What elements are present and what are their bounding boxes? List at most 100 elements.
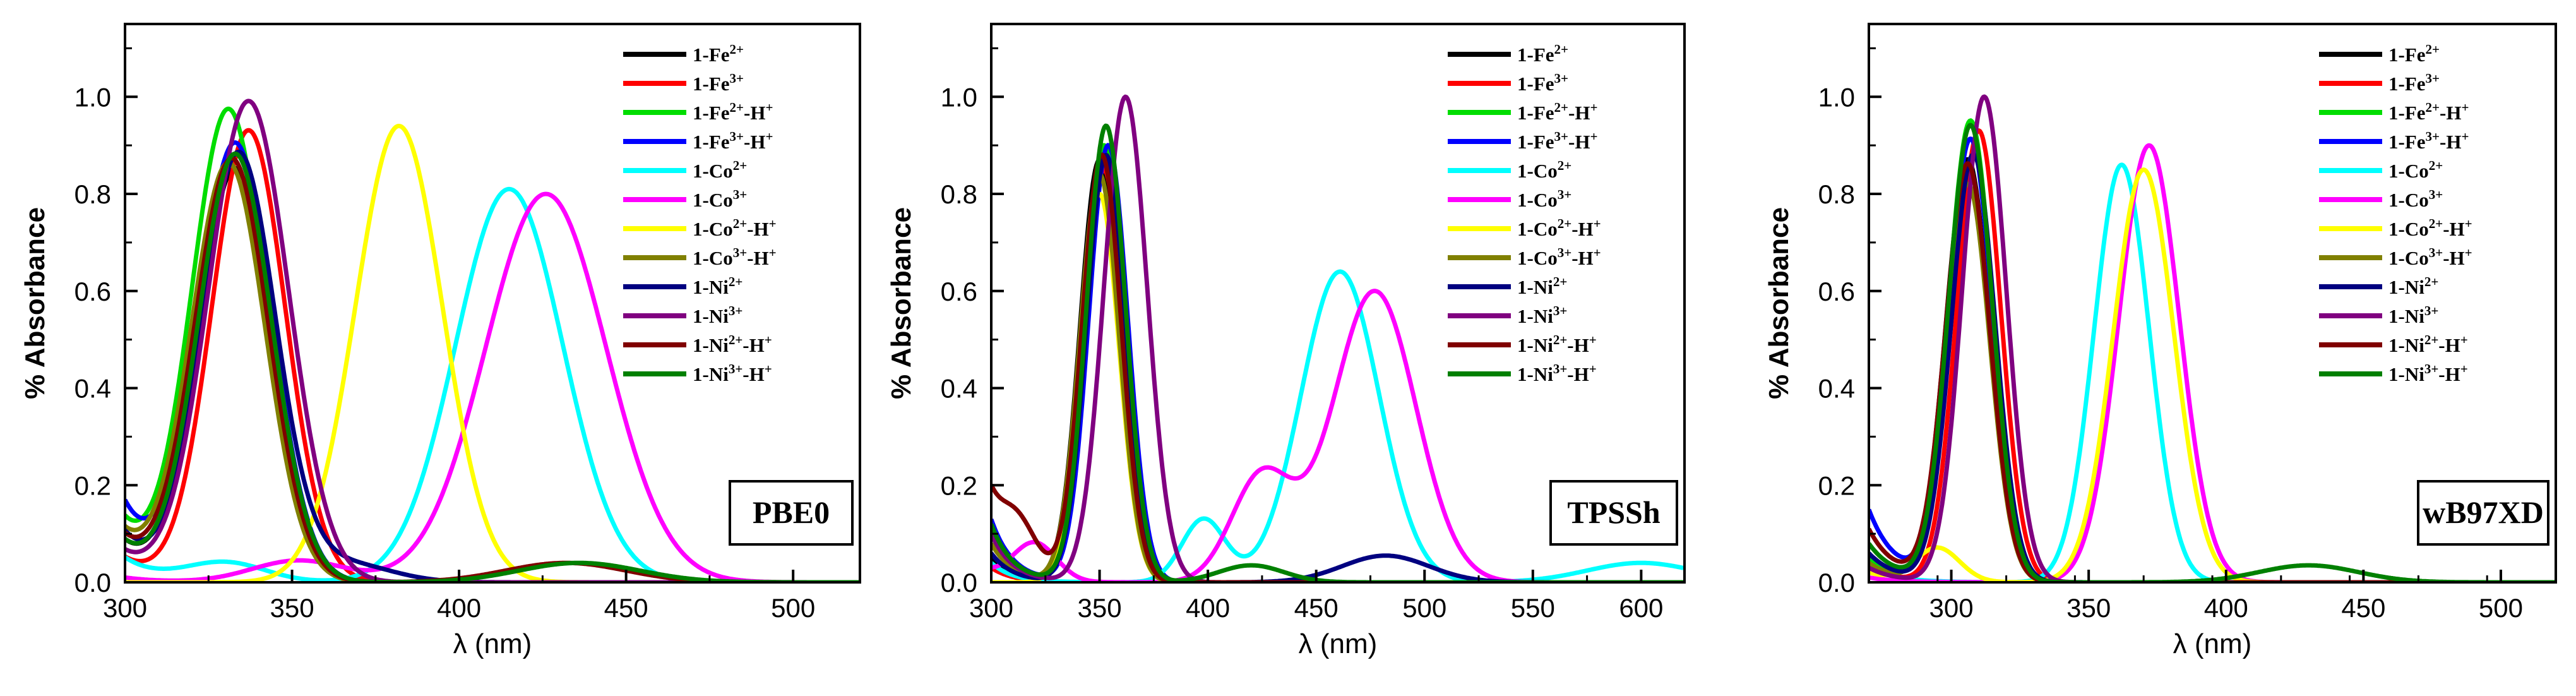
series-line-1-Ni <box>991 153 1685 582</box>
y-tick-label: 0.4 <box>75 374 111 404</box>
series-line-1-Ni-H <box>991 152 1685 582</box>
series-line-1-Fe-H <box>991 143 1685 582</box>
legend-label: 1-Fe3+-H+ <box>2388 129 2469 153</box>
y-tick-label: 0.8 <box>75 179 111 209</box>
method-label-box <box>2417 480 2549 546</box>
legend-label: 1-Fe2+-H+ <box>1517 100 1597 124</box>
legend-label: 1-Ni2+ <box>693 274 742 298</box>
series-line-1-Co-H <box>991 172 1685 582</box>
x-tick-label: 300 <box>1929 593 1974 623</box>
plot-frame <box>990 23 1686 584</box>
series-line-1-Fe <box>1869 128 2556 582</box>
y-tick-label: 0.2 <box>75 471 111 500</box>
y-tick-label: 0.6 <box>75 277 111 306</box>
x-tick-label: 350 <box>2066 593 2111 623</box>
x-axis-label: λ (nm) <box>2173 628 2252 659</box>
legend-label: 1-Co2+ <box>2388 158 2443 182</box>
legend-label: 1-Ni2+-H+ <box>2388 332 2468 356</box>
series-line-1-Fe <box>125 128 860 582</box>
legend-label: 1-Co3+ <box>2388 187 2443 211</box>
series-line-1-Ni-H <box>1869 161 2556 582</box>
legend: 1-Fe2+ 1-Fe3+ 1-Fe2+-H+ 1-Fe3+-H+ 1-Co2+ 1-Co… <box>623 42 777 385</box>
y-tick-label: 0.8 <box>941 179 977 209</box>
legend-label: 1-Fe3+-H+ <box>693 129 773 153</box>
method-label-box <box>729 480 854 546</box>
y-tick-label: 0.6 <box>941 277 977 306</box>
x-tick-label: 500 <box>771 593 815 623</box>
method-label: wB97XD <box>2423 495 2544 530</box>
x-axis-label: λ (nm) <box>1299 628 1378 659</box>
y-tick-label: 1.0 <box>75 82 111 112</box>
legend-label: 1-Co2+-H+ <box>693 216 777 240</box>
y-tick-label: 0.6 <box>1818 277 1855 306</box>
x-tick-label: 550 <box>1511 593 1555 623</box>
legend-label: 1-Ni3+ <box>2388 303 2438 327</box>
legend-label: 1-Fe3+ <box>2388 71 2440 95</box>
legend-label: 1-Ni3+-H+ <box>2388 361 2468 385</box>
legend-label: 1-Ni2+-H+ <box>693 332 772 356</box>
x-tick-label: 500 <box>2479 593 2523 623</box>
y-tick-label: 0.4 <box>1818 374 1855 404</box>
legend-label: 1-Co3+ <box>1517 187 1571 211</box>
legend-label: 1-Fe3+-H+ <box>1517 129 1597 153</box>
legend-label: 1-Co2+-H+ <box>2388 216 2472 240</box>
legend-label: 1-Co2+ <box>693 158 747 182</box>
legend-label: 1-Fe3+ <box>693 71 744 95</box>
y-tick-label: 0.0 <box>1818 568 1855 597</box>
legend-label: 1-Ni3+ <box>1517 303 1567 327</box>
y-axis-label: % Absorbance <box>1763 207 1794 399</box>
y-tick-label: 1.0 <box>941 82 977 112</box>
plot-frame <box>124 23 861 584</box>
legend-label: 1-Fe3+ <box>1517 71 1568 95</box>
legend-label: 1-Fe2+ <box>1517 42 1568 66</box>
legend-label: 1-Fe2+ <box>2388 42 2440 66</box>
legend-label: 1-Co3+-H+ <box>1517 245 1601 269</box>
x-tick-label: 350 <box>270 593 314 623</box>
panel-2: 300 350 400 450 500 550 600 0.0 0.2 0.4 0.6 0.8 1.0 λ… <box>886 23 1686 659</box>
x-tick-label: 500 <box>1402 593 1446 623</box>
series-line-1-Co-H <box>1869 167 2556 582</box>
x-tick-label: 300 <box>969 593 1013 623</box>
series-line-1-Ni <box>991 94 1685 582</box>
x-tick-label: 300 <box>103 593 147 623</box>
x-tick-label: 450 <box>604 593 648 623</box>
x-tick-label: 400 <box>1186 593 1230 623</box>
y-tick-label: 1.0 <box>1818 82 1855 112</box>
y-axis-label: % Absorbance <box>20 207 51 399</box>
panel-3: 300 350 400 450 500 0.0 0.2 0.4 0.6 0.8 1.0 λ (nm)%… <box>1763 23 2557 659</box>
legend-label: 1-Fe2+-H+ <box>2388 100 2469 124</box>
legend-label: 1-Ni2+ <box>1517 274 1567 298</box>
x-tick-label: 350 <box>1078 593 1122 623</box>
legend-label: 1-Ni2+ <box>2388 274 2438 298</box>
legend-label: 1-Fe2+ <box>693 42 744 66</box>
x-tick-label: 450 <box>1294 593 1339 623</box>
y-tick-label: 0.2 <box>1818 471 1855 500</box>
series-line-1-Ni <box>125 99 860 582</box>
legend-label: 1-Co2+ <box>1517 158 1571 182</box>
x-tick-label: 400 <box>2204 593 2248 623</box>
method-label-box <box>1549 480 1678 546</box>
x-tick-label: 600 <box>1619 593 1663 623</box>
y-tick-label: 0.0 <box>941 568 977 597</box>
x-tick-label: 450 <box>2341 593 2385 623</box>
legend-label: 1-Ni3+ <box>693 303 742 327</box>
series-line-1-Co-H <box>125 160 860 582</box>
series-line-1-Co-H <box>991 191 1685 582</box>
y-tick-label: 0.4 <box>941 374 977 404</box>
y-tick-label: 0.0 <box>75 568 111 597</box>
x-axis-label: λ (nm) <box>453 628 532 659</box>
y-tick-label: 0.2 <box>941 471 977 500</box>
legend-label: 1-Fe2+-H+ <box>693 100 773 124</box>
legend-label: 1-Ni3+-H+ <box>1517 361 1597 385</box>
y-tick-label: 0.8 <box>1818 179 1855 209</box>
legend-label: 1-Co3+-H+ <box>2388 245 2472 269</box>
legend-label: 1-Co3+-H+ <box>693 245 777 269</box>
series-line-1-Ni <box>1869 94 2556 582</box>
method-label: PBE0 <box>753 495 830 530</box>
legend: 1-Fe2+ 1-Fe3+ 1-Fe2+-H+ 1-Fe3+-H+ 1-Co2+ 1-Co… <box>2319 42 2472 385</box>
method-label: TPSSh <box>1567 495 1661 530</box>
x-tick-label: 400 <box>437 593 481 623</box>
legend-label: 1-Co3+ <box>693 187 747 211</box>
legend-label: 1-Ni2+-H+ <box>1517 332 1597 356</box>
